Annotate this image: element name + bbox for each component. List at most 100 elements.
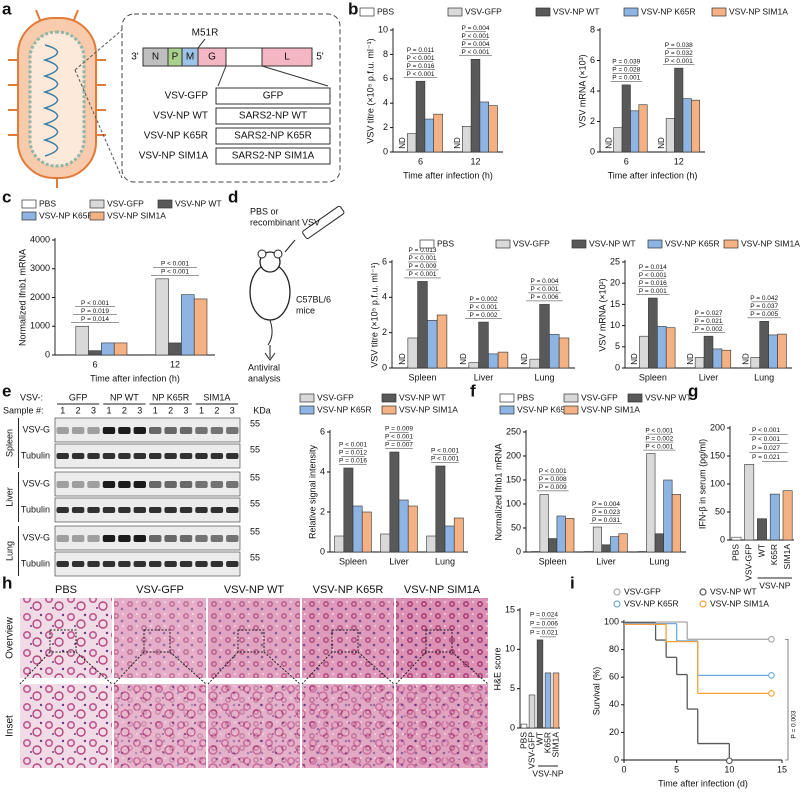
histology-group: VSV-GFP: [136, 584, 184, 596]
y-tick-label: 4: [382, 292, 387, 302]
p-value: P = 0.009: [409, 263, 437, 270]
panel-label: e: [2, 381, 11, 400]
bar: [520, 723, 528, 729]
blot-group: GFP: [69, 392, 88, 402]
blot-band: [118, 561, 131, 567]
legend-label: VSV-NP SIM1A: [399, 404, 458, 414]
nd-label: ND: [657, 137, 666, 149]
bar: [777, 333, 787, 369]
legend-swatch: [723, 239, 739, 249]
nd-label: ND: [741, 353, 750, 365]
blot-band: [195, 535, 208, 542]
p-value: P < 0.001: [462, 33, 490, 40]
legend-swatch: [359, 7, 375, 17]
bar: [674, 67, 684, 153]
x-tick-label: 5: [674, 764, 679, 774]
x-tick-label: PBS: [731, 544, 741, 561]
y-tick-label: 0: [510, 722, 515, 732]
bar: [536, 639, 544, 729]
legend-label: VSV-GFP: [581, 392, 618, 402]
p-value: P = 0.042: [750, 295, 778, 302]
y-tick-label: 4000: [30, 234, 50, 244]
y-tick-label: 6: [382, 256, 387, 266]
overview-image: [114, 598, 206, 678]
bar: [398, 499, 409, 553]
bar: [444, 525, 455, 553]
bar: [556, 515, 566, 553]
p-value: P = 0.023: [592, 509, 620, 516]
bar: [426, 535, 437, 553]
bar: [768, 334, 778, 369]
genome-segment: [197, 47, 227, 67]
legend-swatch: [623, 7, 639, 17]
zoom-lines: [395, 651, 489, 685]
x-tick-label: Liver: [389, 556, 409, 566]
legend-marker: [613, 588, 621, 596]
bar: [343, 467, 354, 553]
blot-band: [195, 427, 208, 434]
sample-number: 2: [122, 405, 127, 415]
y-tick-label: 0: [720, 534, 725, 544]
y-tick-label: 50: [511, 522, 521, 532]
blot-band: [226, 507, 239, 513]
bar: [478, 321, 489, 369]
bar: [759, 321, 769, 369]
blot-band: [87, 481, 100, 488]
legend-swatch: [535, 7, 551, 17]
blot-band: [226, 453, 239, 459]
blot-band: [56, 453, 69, 459]
legend-swatch: [381, 393, 397, 403]
legend-label: VSV-NP K65R: [517, 404, 572, 414]
x-tick-label: WT: [534, 732, 544, 745]
blot-band: [164, 507, 177, 513]
bar: [427, 319, 438, 369]
tissue-rule: [18, 472, 19, 522]
construct-insert: SARS2-NP SIM1A: [232, 151, 315, 162]
legend-swatch: [21, 211, 37, 221]
sample-number: 3: [184, 405, 189, 415]
panel-label: i: [570, 573, 575, 592]
x-tick-label: Spleen: [639, 372, 667, 382]
zoom-lines: [301, 651, 395, 685]
blot-band: [179, 481, 193, 488]
legend-swatch: [563, 405, 579, 415]
blot-strip: [54, 443, 241, 469]
genome-label: N: [152, 52, 159, 63]
genome-label: G: [208, 52, 216, 63]
axis: [623, 620, 782, 761]
legend-label: VSV-NP K65R: [665, 238, 720, 248]
bar: [656, 326, 667, 369]
p-value: P < 0.001: [531, 286, 559, 293]
inset-density: [302, 684, 394, 768]
y-tick-label: 0: [382, 362, 387, 372]
y-axis-label: Normalized Ifnb1 mRNA: [17, 249, 27, 346]
construct-box: [215, 87, 331, 105]
insert-lines: [217, 65, 329, 87]
protein-label: VSV-G: [22, 478, 50, 488]
p-value: P = 0.004: [531, 278, 559, 285]
construct-insert: GFP: [263, 91, 284, 102]
y-tick-label: 6: [320, 426, 325, 436]
blot-band: [226, 481, 239, 488]
bar: [539, 494, 549, 553]
p-value: P = 0.002: [695, 326, 723, 333]
bar: [639, 335, 649, 369]
bar: [549, 334, 560, 369]
y-axis-label: VSV titre (×10⁵ p.f.u. ml⁻¹): [365, 38, 375, 143]
inset-density: [114, 684, 206, 768]
blot-band: [195, 561, 208, 567]
legend-label: VSV-NP WT: [553, 6, 600, 16]
bar: [630, 110, 640, 153]
blot-band: [133, 427, 146, 434]
p-value: P = 0.016: [639, 280, 667, 287]
x-tick-label: Liver: [699, 372, 719, 382]
bar: [654, 533, 664, 553]
y-tick-label: 0: [590, 146, 595, 156]
p-value: P = 0.016: [339, 458, 367, 465]
histology-row: Overview: [5, 616, 16, 658]
bar: [558, 337, 570, 369]
blot-band: [210, 535, 224, 542]
bar: [769, 493, 780, 541]
legend-swatch: [21, 199, 37, 209]
legend-label: VSV-NP WT: [399, 392, 446, 402]
